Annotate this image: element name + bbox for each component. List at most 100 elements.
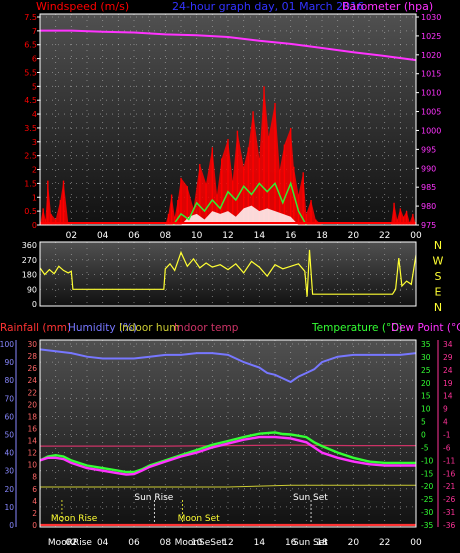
wind-x-tick-label: 00 bbox=[410, 231, 422, 241]
dew-point-tick-label: 9 bbox=[443, 405, 448, 414]
wind-x-tick-label: 20 bbox=[348, 231, 360, 241]
dew-point-tick-label: 14 bbox=[443, 392, 453, 401]
compass-letter-w: W bbox=[433, 255, 444, 268]
temperature-x-tick-label: 12 bbox=[222, 538, 233, 548]
temperature-x-tick-label: 22 bbox=[379, 538, 390, 548]
temperature-tick-label: 35 bbox=[421, 340, 431, 349]
rain-tick-label: 16 bbox=[27, 424, 37, 433]
humidity-tick-label: 90 bbox=[4, 358, 14, 367]
dew-point-tick-label: -26 bbox=[443, 495, 455, 504]
barometer-tick-label: 995 bbox=[421, 145, 436, 154]
rain-tick-label: 20 bbox=[27, 400, 37, 409]
wind-x-tick-label: 22 bbox=[379, 231, 390, 241]
rain-tick-label: 28 bbox=[27, 352, 37, 361]
temperature-tick-label: -10 bbox=[421, 456, 433, 465]
bottom-moon-set-mark: MoonSeSet bbox=[175, 538, 226, 548]
temperature-line bbox=[39, 431, 416, 474]
graph-title: 24-hour graph day, 01 March 2016 bbox=[172, 0, 364, 13]
wind-average-line bbox=[172, 181, 307, 226]
temperature-tick-label: -25 bbox=[421, 495, 433, 504]
wind-tick-label: 2.5 bbox=[24, 152, 37, 161]
rain-tick-label: 22 bbox=[27, 388, 37, 397]
bottom-moon-rise-mark: MooRRise bbox=[48, 538, 92, 548]
rain-tick-label: 14 bbox=[27, 437, 37, 446]
dew-point-tick-label: 4 bbox=[443, 418, 448, 427]
humidity-tick-label: 50 bbox=[4, 431, 14, 440]
temperature-x-tick-label: 18 bbox=[316, 538, 328, 548]
rain-tick-label: 4 bbox=[32, 497, 37, 506]
compass-letter-n: N bbox=[434, 239, 442, 252]
legend-humidity: Humidity (%) bbox=[68, 322, 137, 334]
humidity-tick-label: 100 bbox=[0, 340, 14, 349]
temperature-tick-label: 10 bbox=[421, 405, 431, 414]
humidity-tick-label: 80 bbox=[4, 376, 14, 385]
wind-tick-label: 1.5 bbox=[24, 179, 37, 188]
humidity-tick-label: 0 bbox=[9, 521, 14, 530]
temperature-tick-label: -30 bbox=[421, 508, 433, 517]
direction-plot-area bbox=[40, 242, 416, 306]
direction-tick-label: 0 bbox=[32, 300, 37, 309]
rain-tick-label: 26 bbox=[27, 364, 37, 373]
humidity-tick-label: 70 bbox=[4, 394, 14, 403]
legend-rainfall: Rainfall (mm) bbox=[0, 322, 71, 334]
temperature-x-tick-label: 06 bbox=[128, 538, 140, 548]
wind-tick-label: 0 bbox=[32, 221, 37, 230]
rain-tick-label: 2 bbox=[32, 509, 37, 518]
wind-tick-label: 5 bbox=[32, 82, 37, 91]
humidity-tick-label: 60 bbox=[4, 412, 14, 421]
barometer-tick-label: 1000 bbox=[421, 126, 441, 135]
direction-tick-label: 270 bbox=[22, 256, 37, 265]
wind-frame bbox=[39, 13, 417, 226]
wind-x-tick-label: 18 bbox=[316, 231, 328, 241]
temperature-tick-label: -20 bbox=[421, 482, 433, 491]
dew-point-tick-label: -21 bbox=[443, 482, 455, 491]
temperature-x-tick-label: 20 bbox=[348, 538, 360, 548]
direction-ticks: 360 270 180 90 0 bbox=[22, 241, 37, 309]
barometer-tick-label: 985 bbox=[421, 183, 436, 192]
rain-tick-label: 0 bbox=[32, 521, 37, 530]
compass-letter-s: S bbox=[435, 270, 442, 283]
dew-point-tick-label: 29 bbox=[443, 353, 453, 362]
direction-marks bbox=[39, 249, 417, 297]
temperature-tick-label: -5 bbox=[421, 443, 429, 452]
barometer-tick-label: 990 bbox=[421, 164, 436, 173]
wind-tick-label: 6.5 bbox=[24, 41, 37, 50]
legend-temperature: Temperature (°C) bbox=[311, 322, 403, 334]
sun-set-label: Sun Set bbox=[293, 493, 328, 503]
dew-point-tick-label: 34 bbox=[443, 340, 453, 349]
direction-tick-label: 360 bbox=[22, 241, 37, 250]
temperature-tick-label: 30 bbox=[421, 353, 431, 362]
rain-tick-label: 12 bbox=[27, 449, 37, 458]
barometer-line bbox=[40, 29, 417, 62]
rain-tick-label: 6 bbox=[32, 485, 37, 494]
dew-point-tick-label: 24 bbox=[443, 366, 453, 375]
dew-point-tick-label: -11 bbox=[443, 456, 455, 465]
wind-tick-label: 7 bbox=[32, 27, 37, 36]
temperature-tick-label: 5 bbox=[421, 418, 426, 427]
temperature-x-tick-label: 10 bbox=[191, 538, 203, 548]
temperature-marks: Moon Rise Sun Rise Moon Set Sun Set bbox=[39, 348, 417, 527]
direction-tick-label: 90 bbox=[27, 285, 37, 294]
wind-gust-area bbox=[181, 205, 299, 225]
temperature-ticks: 3028262422201816141210864201009080706050… bbox=[0, 340, 455, 548]
wind-tick-label: 2 bbox=[32, 166, 37, 175]
wind-x-tick-label: 04 bbox=[97, 231, 109, 241]
humidity-tick-label: 30 bbox=[4, 467, 14, 476]
barometer-tick-label: 975 bbox=[421, 221, 436, 230]
legend-dew-point: Dew Point (°C) bbox=[391, 322, 460, 334]
dew-point-tick-label: -31 bbox=[443, 508, 455, 517]
bottom-sun-set-mark: Sun Set bbox=[293, 538, 328, 548]
barometer-tick-label: 1020 bbox=[421, 51, 441, 60]
sun-rise-label: Sun Rise bbox=[134, 493, 173, 503]
wind-tick-label: 1 bbox=[32, 193, 37, 202]
temperature-x-tick-label: 08 bbox=[160, 538, 172, 548]
dew-point-line bbox=[39, 435, 416, 476]
temperature-x-tick-label: 02 bbox=[66, 538, 77, 548]
windspeed-label: Windspeed (m/s) bbox=[36, 0, 129, 13]
wind-direction-line bbox=[39, 249, 417, 297]
temperature-tick-label: -15 bbox=[421, 469, 433, 478]
temperature-x-tick-label: 16 bbox=[285, 538, 297, 548]
